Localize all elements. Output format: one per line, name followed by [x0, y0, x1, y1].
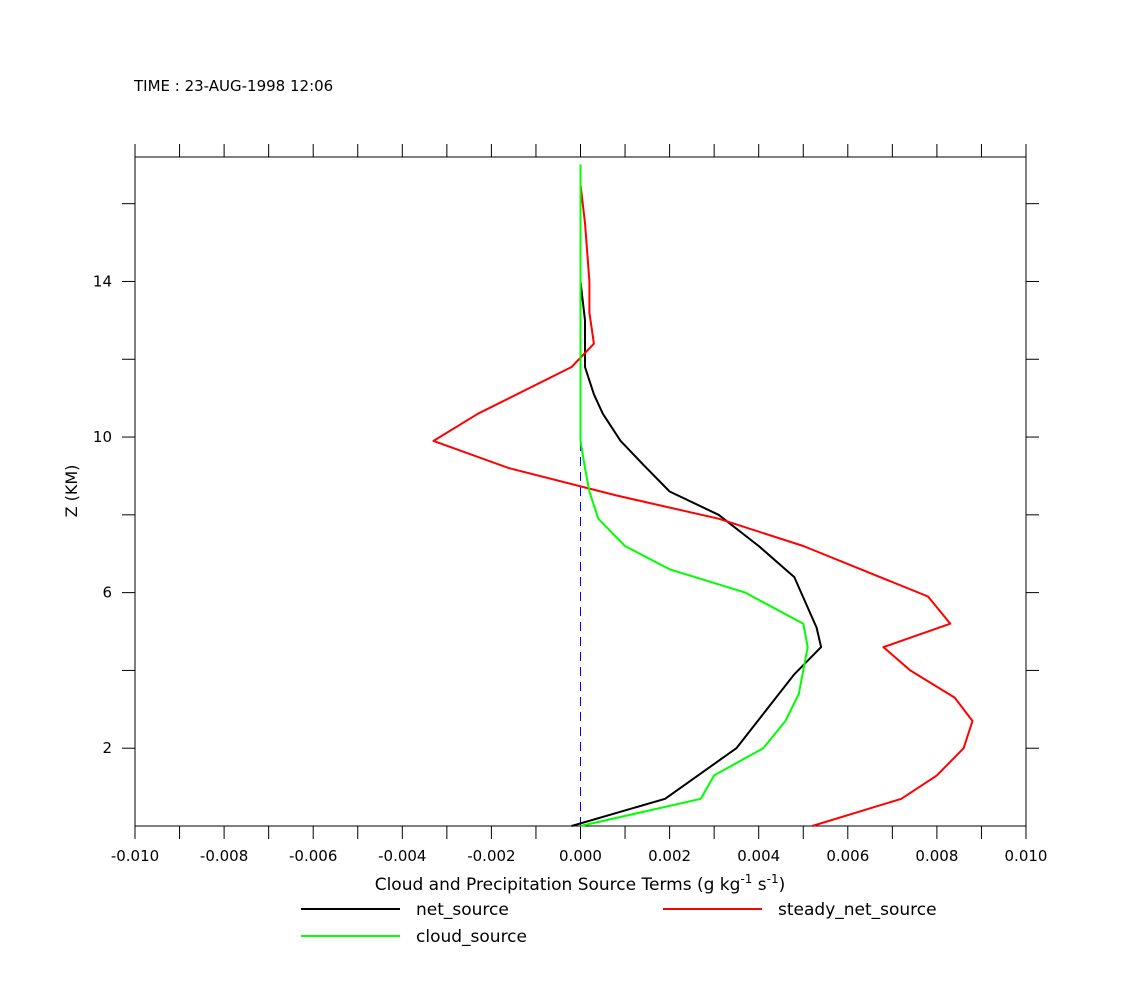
legend-label-cloud-source: cloud_source — [416, 927, 527, 947]
x-tick-label: 0.008 — [915, 847, 958, 865]
x-tick-label: -0.002 — [467, 847, 515, 865]
y-tick-label: 10 — [93, 428, 112, 446]
x-tick-label: 0.006 — [826, 847, 869, 865]
legend-label-steady-net-source: steady_net_source — [778, 900, 937, 920]
x-tick-label: 0.004 — [737, 847, 780, 865]
y-tick-label: 14 — [93, 272, 112, 290]
x-tick-label: 0.010 — [1005, 847, 1048, 865]
series-line-net-source — [571, 164, 823, 827]
series-line-cloud-source — [579, 164, 809, 827]
series-line-steady-net-source — [432, 164, 974, 827]
y-axis-label: Z (KM) — [62, 465, 81, 518]
ticks-layer — [122, 144, 1039, 839]
x-axis-label: Cloud and Precipitation Source Terms (g … — [375, 872, 786, 895]
x-tick-label: 0.002 — [648, 847, 691, 865]
x-tick-label: -0.008 — [200, 847, 248, 865]
legend: net_source steady_net_source cloud_sourc… — [301, 900, 937, 947]
tick-labels-layer: -0.010 -0.008 -0.006 -0.004 -0.002 0.000 0.002… — [93, 272, 1048, 865]
x-tick-label: -0.004 — [378, 847, 426, 865]
y-tick-label: 6 — [102, 584, 112, 602]
legend-label-net-source: net_source — [416, 900, 509, 920]
x-tick-label: -0.010 — [111, 847, 159, 865]
x-tick-label: -0.006 — [289, 847, 337, 865]
time-label: TIME : 23-AUG-1998 12:06 — [133, 77, 333, 95]
y-tick-label: 2 — [102, 739, 112, 757]
x-tick-label: 0.000 — [559, 847, 602, 865]
series-layer — [432, 164, 974, 827]
